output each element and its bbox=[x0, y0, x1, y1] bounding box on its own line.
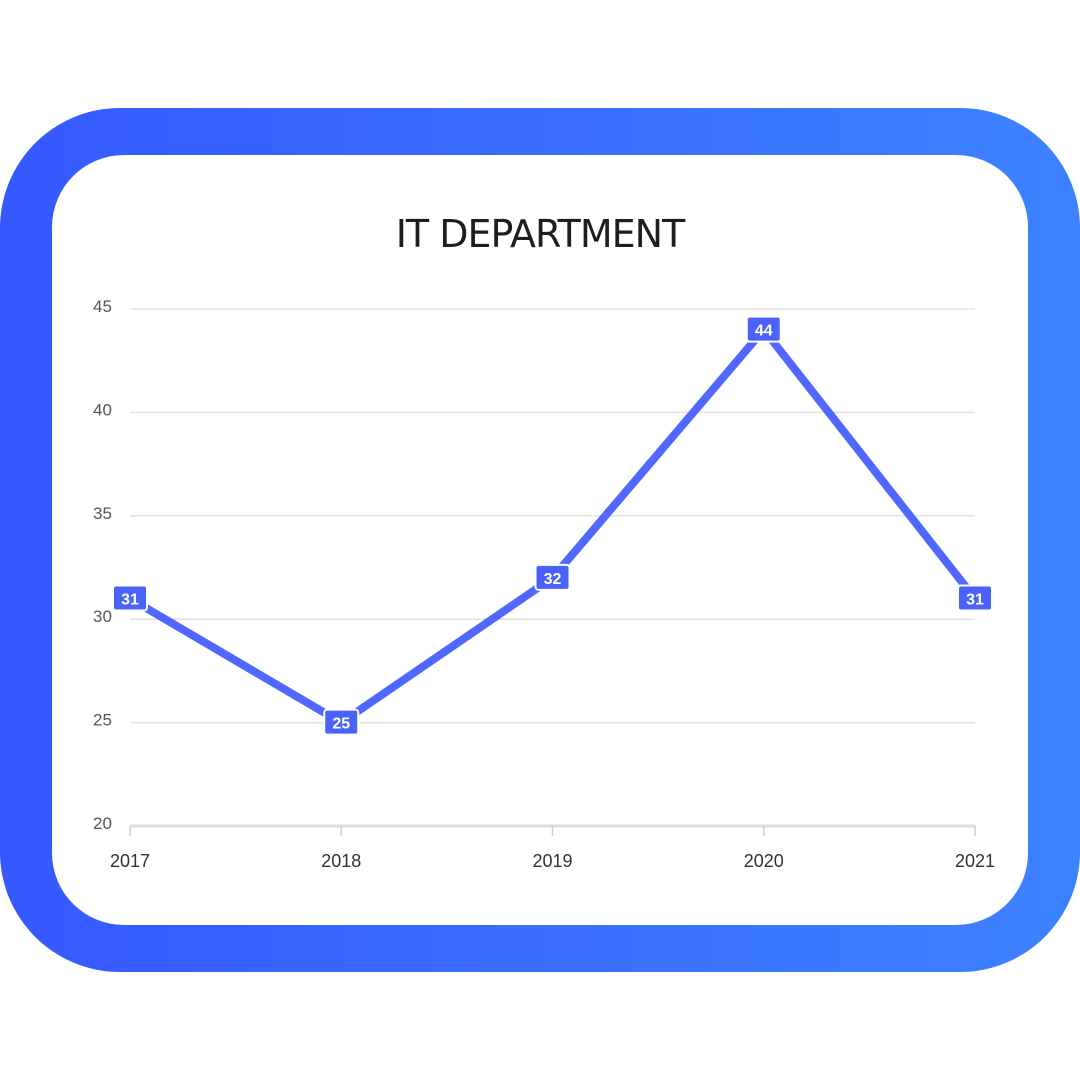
data-label-box bbox=[534, 563, 571, 591]
data-label-text: 44 bbox=[755, 323, 773, 340]
data-label: 25 bbox=[323, 708, 360, 736]
x-tick-label: 2018 bbox=[321, 851, 361, 871]
series-line bbox=[127, 323, 979, 728]
data-label-text: 32 bbox=[544, 571, 562, 588]
y-tick-label: 45 bbox=[93, 297, 112, 316]
data-label-box bbox=[112, 584, 148, 612]
data-label-text: 25 bbox=[332, 716, 350, 733]
chart-card bbox=[52, 155, 1028, 925]
data-label-box bbox=[745, 315, 782, 343]
y-tick-label: 40 bbox=[93, 400, 112, 419]
x-tick-label: 2021 bbox=[955, 851, 995, 871]
data-label-box bbox=[957, 584, 993, 612]
data-label-text: 31 bbox=[121, 592, 139, 609]
data-label-box bbox=[323, 708, 360, 736]
y-tick-label: 30 bbox=[93, 607, 112, 626]
data-label: 31 bbox=[112, 584, 148, 612]
y-tick-label: 25 bbox=[93, 711, 112, 730]
data-label: 44 bbox=[745, 315, 782, 343]
x-tick-label: 2019 bbox=[532, 851, 572, 871]
chart-title: IT DEPARTMENT bbox=[395, 212, 686, 256]
y-tick-label: 35 bbox=[93, 504, 112, 523]
data-label-text: 31 bbox=[966, 592, 984, 609]
data-label: 32 bbox=[534, 563, 571, 591]
data-label: 31 bbox=[957, 584, 993, 612]
x-tick-label: 2020 bbox=[744, 851, 784, 871]
y-tick-label: 20 bbox=[93, 814, 112, 833]
x-tick-label: 2017 bbox=[110, 851, 150, 871]
